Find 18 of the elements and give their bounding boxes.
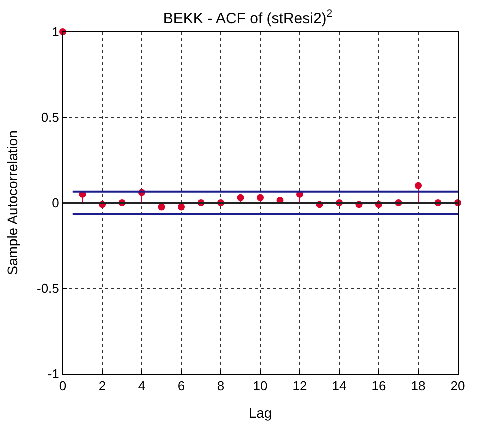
x-tick-label: 8 [217, 378, 225, 394]
x-tick-label: 10 [253, 378, 268, 394]
y-tick-label: 0.5 [41, 110, 60, 126]
x-tick-label: 4 [138, 378, 146, 394]
y-axis-title: Sample Autocorrelation [4, 130, 21, 276]
x-tick-label: 12 [292, 378, 308, 394]
chart-title: BEKK - ACF of (stResi2)$^{2}$ [163, 8, 333, 28]
x-tick-label: 2 [98, 378, 106, 394]
y-tick-label: 1 [52, 24, 60, 40]
y-tick-label: -1 [48, 366, 60, 382]
x-tick-label: 18 [411, 378, 426, 394]
x-axis-title: Lag [248, 404, 272, 421]
y-tick-label: -0.5 [36, 281, 60, 296]
x-tick-label: 20 [450, 378, 466, 394]
x-tick-label: 6 [178, 378, 186, 394]
x-tick-label: 14 [332, 378, 347, 394]
y-tick-label: 0 [52, 196, 60, 211]
x-tick-label: 16 [372, 378, 386, 394]
